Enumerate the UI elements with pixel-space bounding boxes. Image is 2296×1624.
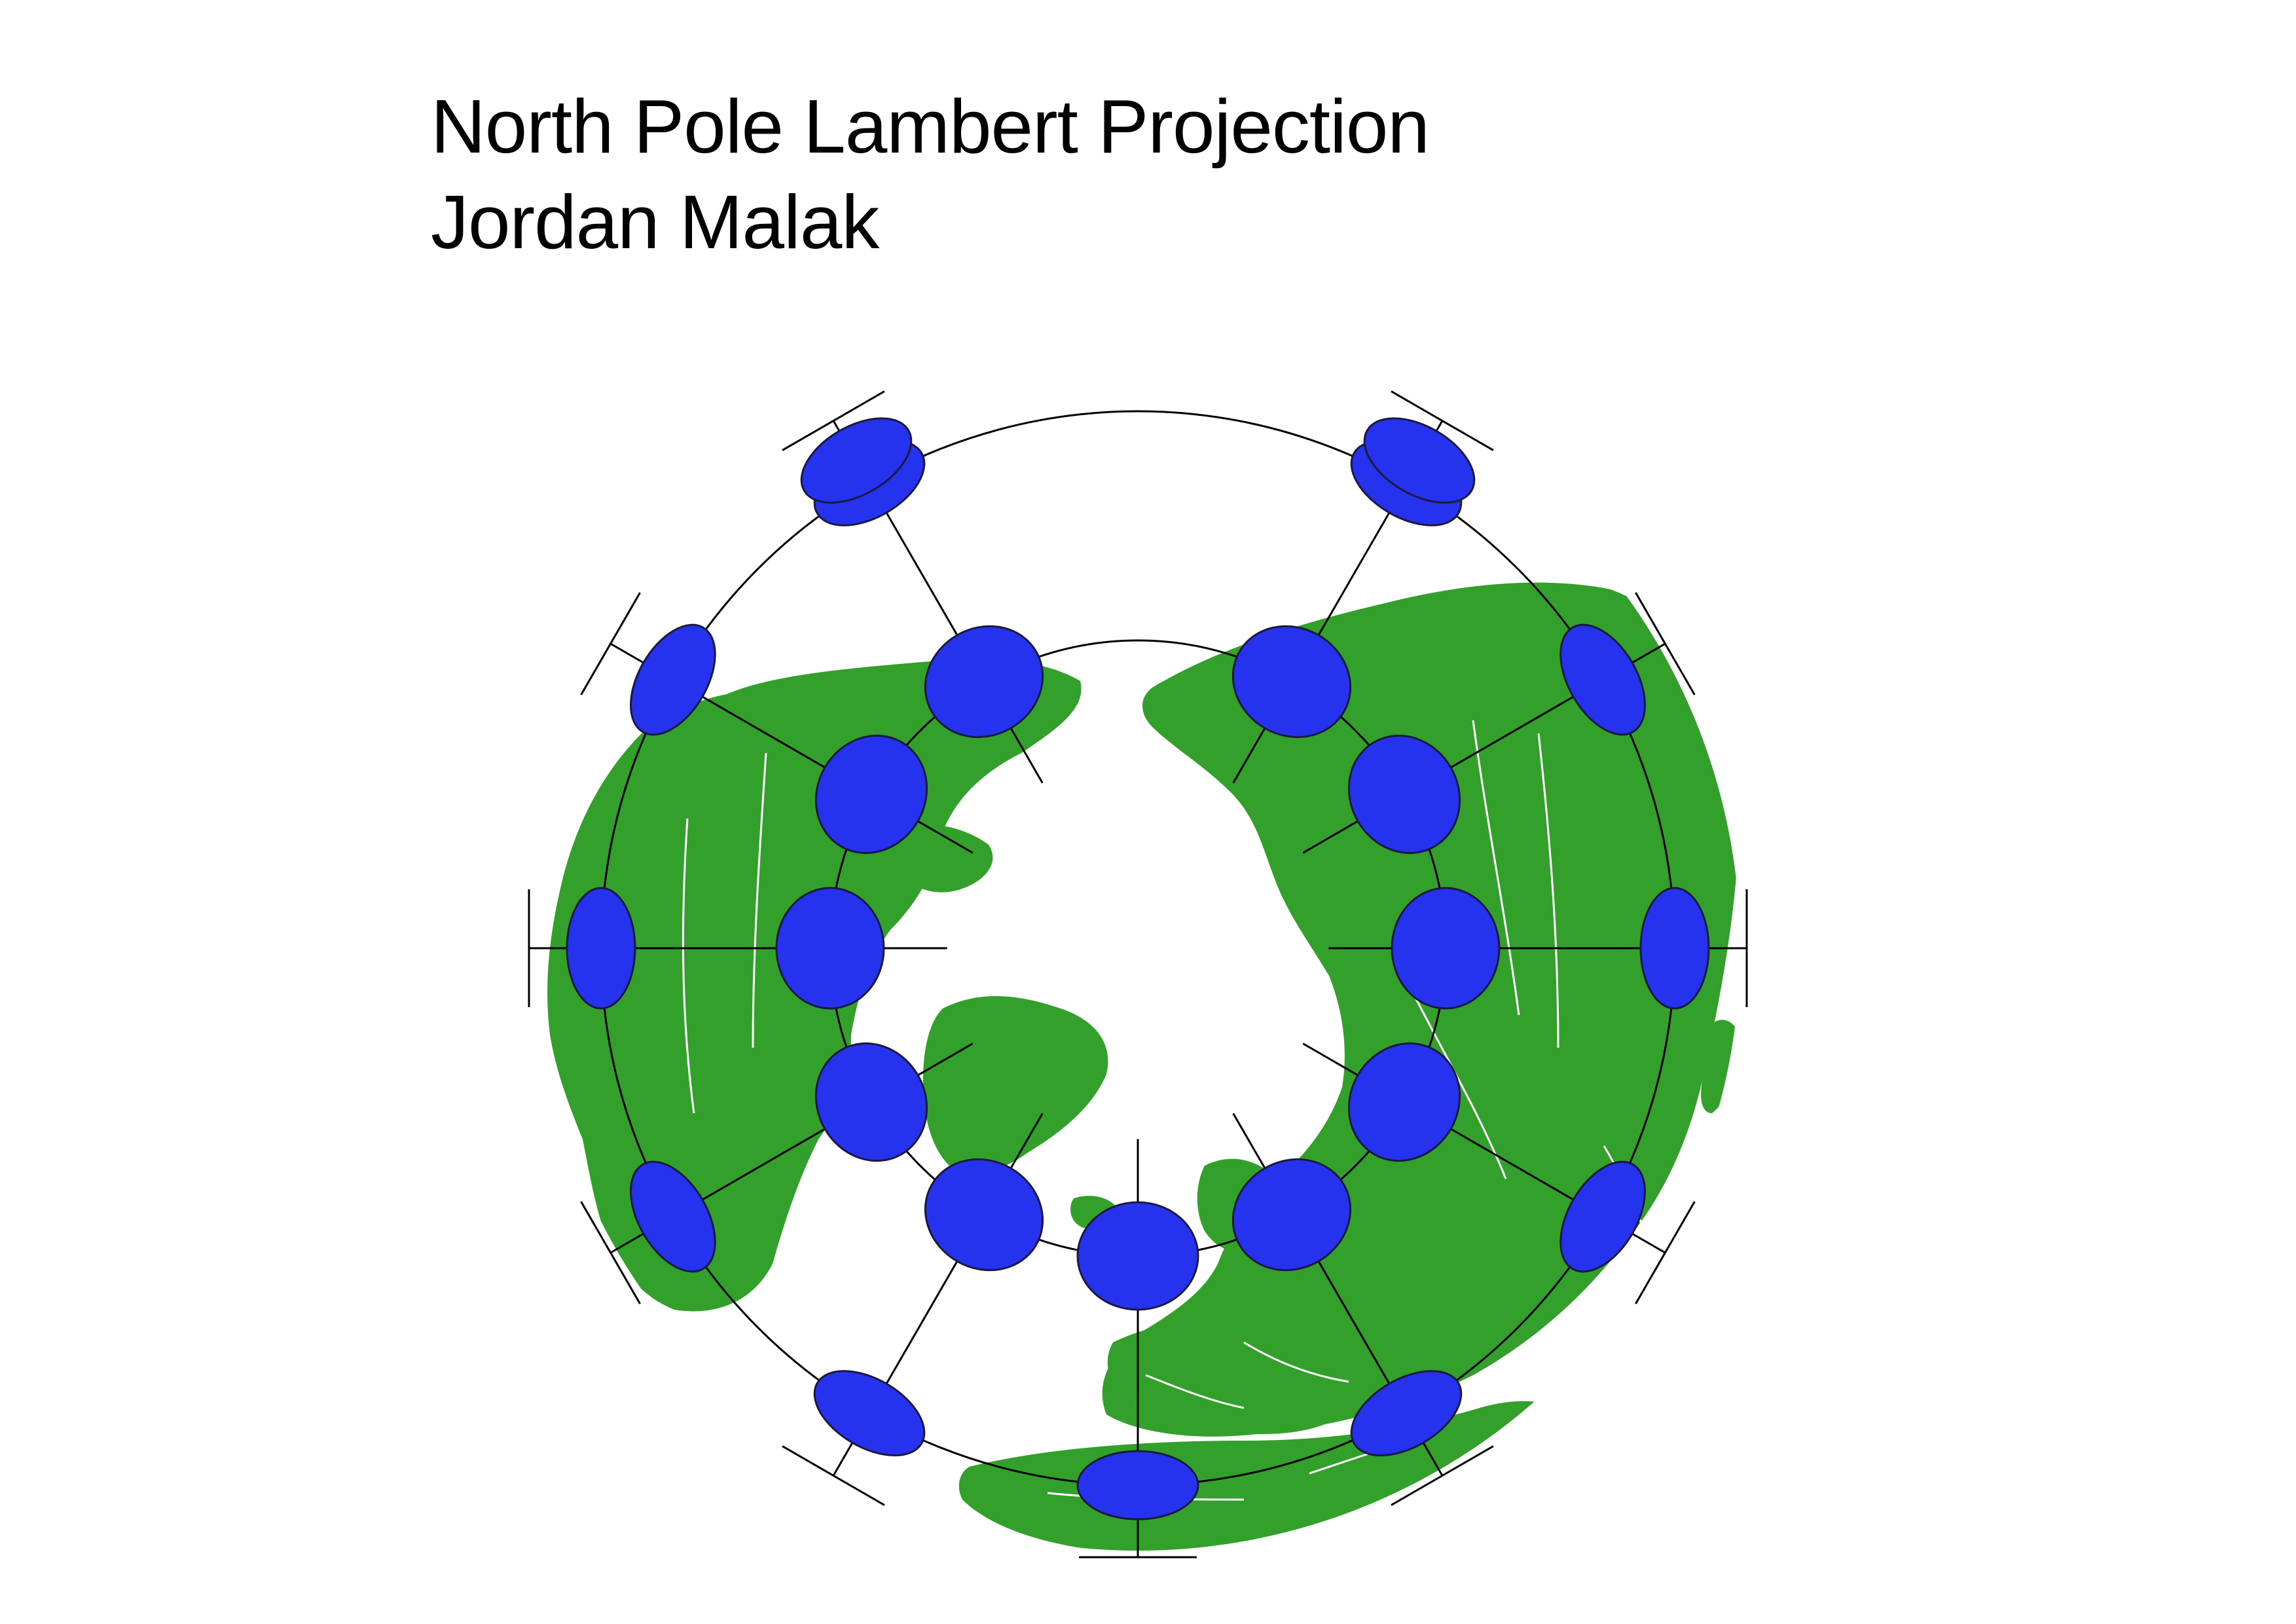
indicatrix-equator-30: [813, 1370, 926, 1457]
landmass-greenland: [923, 996, 1108, 1173]
landmass-japan: [1701, 1020, 1740, 1113]
title-block: North Pole Lambert Projection Jordan Mal…: [431, 79, 1430, 270]
indicatrix-equator-90: [566, 887, 636, 1010]
map-title: North Pole Lambert Projection: [431, 84, 1430, 169]
indicatrix-45n-270: [1391, 887, 1501, 1010]
indicatrix-equator-60: [629, 1160, 716, 1273]
meridian-cap-300: [1635, 1201, 1696, 1304]
meridian-cap-60: [580, 1201, 641, 1304]
meridian-cap-240: [1635, 592, 1696, 695]
landmass-arctic-archipelago: [886, 824, 993, 893]
meridian-cap-120: [580, 592, 641, 695]
indicatrix-45n-0: [1076, 1201, 1199, 1311]
indicatrix-45n-240: [1347, 734, 1461, 855]
indicatrix-45n-330: [1231, 1158, 1352, 1272]
meridian-cap-330: [1391, 1445, 1494, 1506]
indicatrix-45n-300: [1347, 1042, 1461, 1162]
indicatrix-equator-240: [1559, 623, 1647, 736]
indicatrix-equator-330: [1350, 1370, 1463, 1457]
indicatrix-45n-60: [814, 1042, 928, 1162]
land-layer: [547, 582, 1740, 1551]
indicatrix-45n-120: [814, 734, 928, 855]
tissot-indicatrices: [566, 417, 1710, 1521]
meridian-cap-30: [782, 1445, 885, 1506]
indicatrix-45n-30: [924, 1158, 1044, 1272]
meridian-cap-210: [1391, 390, 1494, 451]
indicatrix-45n-90: [775, 887, 885, 1010]
landmass-europe: [1107, 1320, 1362, 1434]
indicatrix-equator-270: [1639, 887, 1710, 1010]
meridian-cap-150: [782, 390, 885, 451]
indicatrix-outer-210: [1363, 417, 1476, 504]
indicatrix-equator-300: [1559, 1160, 1647, 1273]
indicatrix-45n-150: [924, 625, 1044, 739]
map-author: Jordan Malak: [431, 179, 879, 265]
indicatrix-equator-120: [629, 623, 716, 736]
indicatrix-equator-0: [1076, 1450, 1199, 1521]
indicatrix-45n-210: [1231, 625, 1352, 739]
indicatrix-outer-150: [800, 417, 913, 504]
